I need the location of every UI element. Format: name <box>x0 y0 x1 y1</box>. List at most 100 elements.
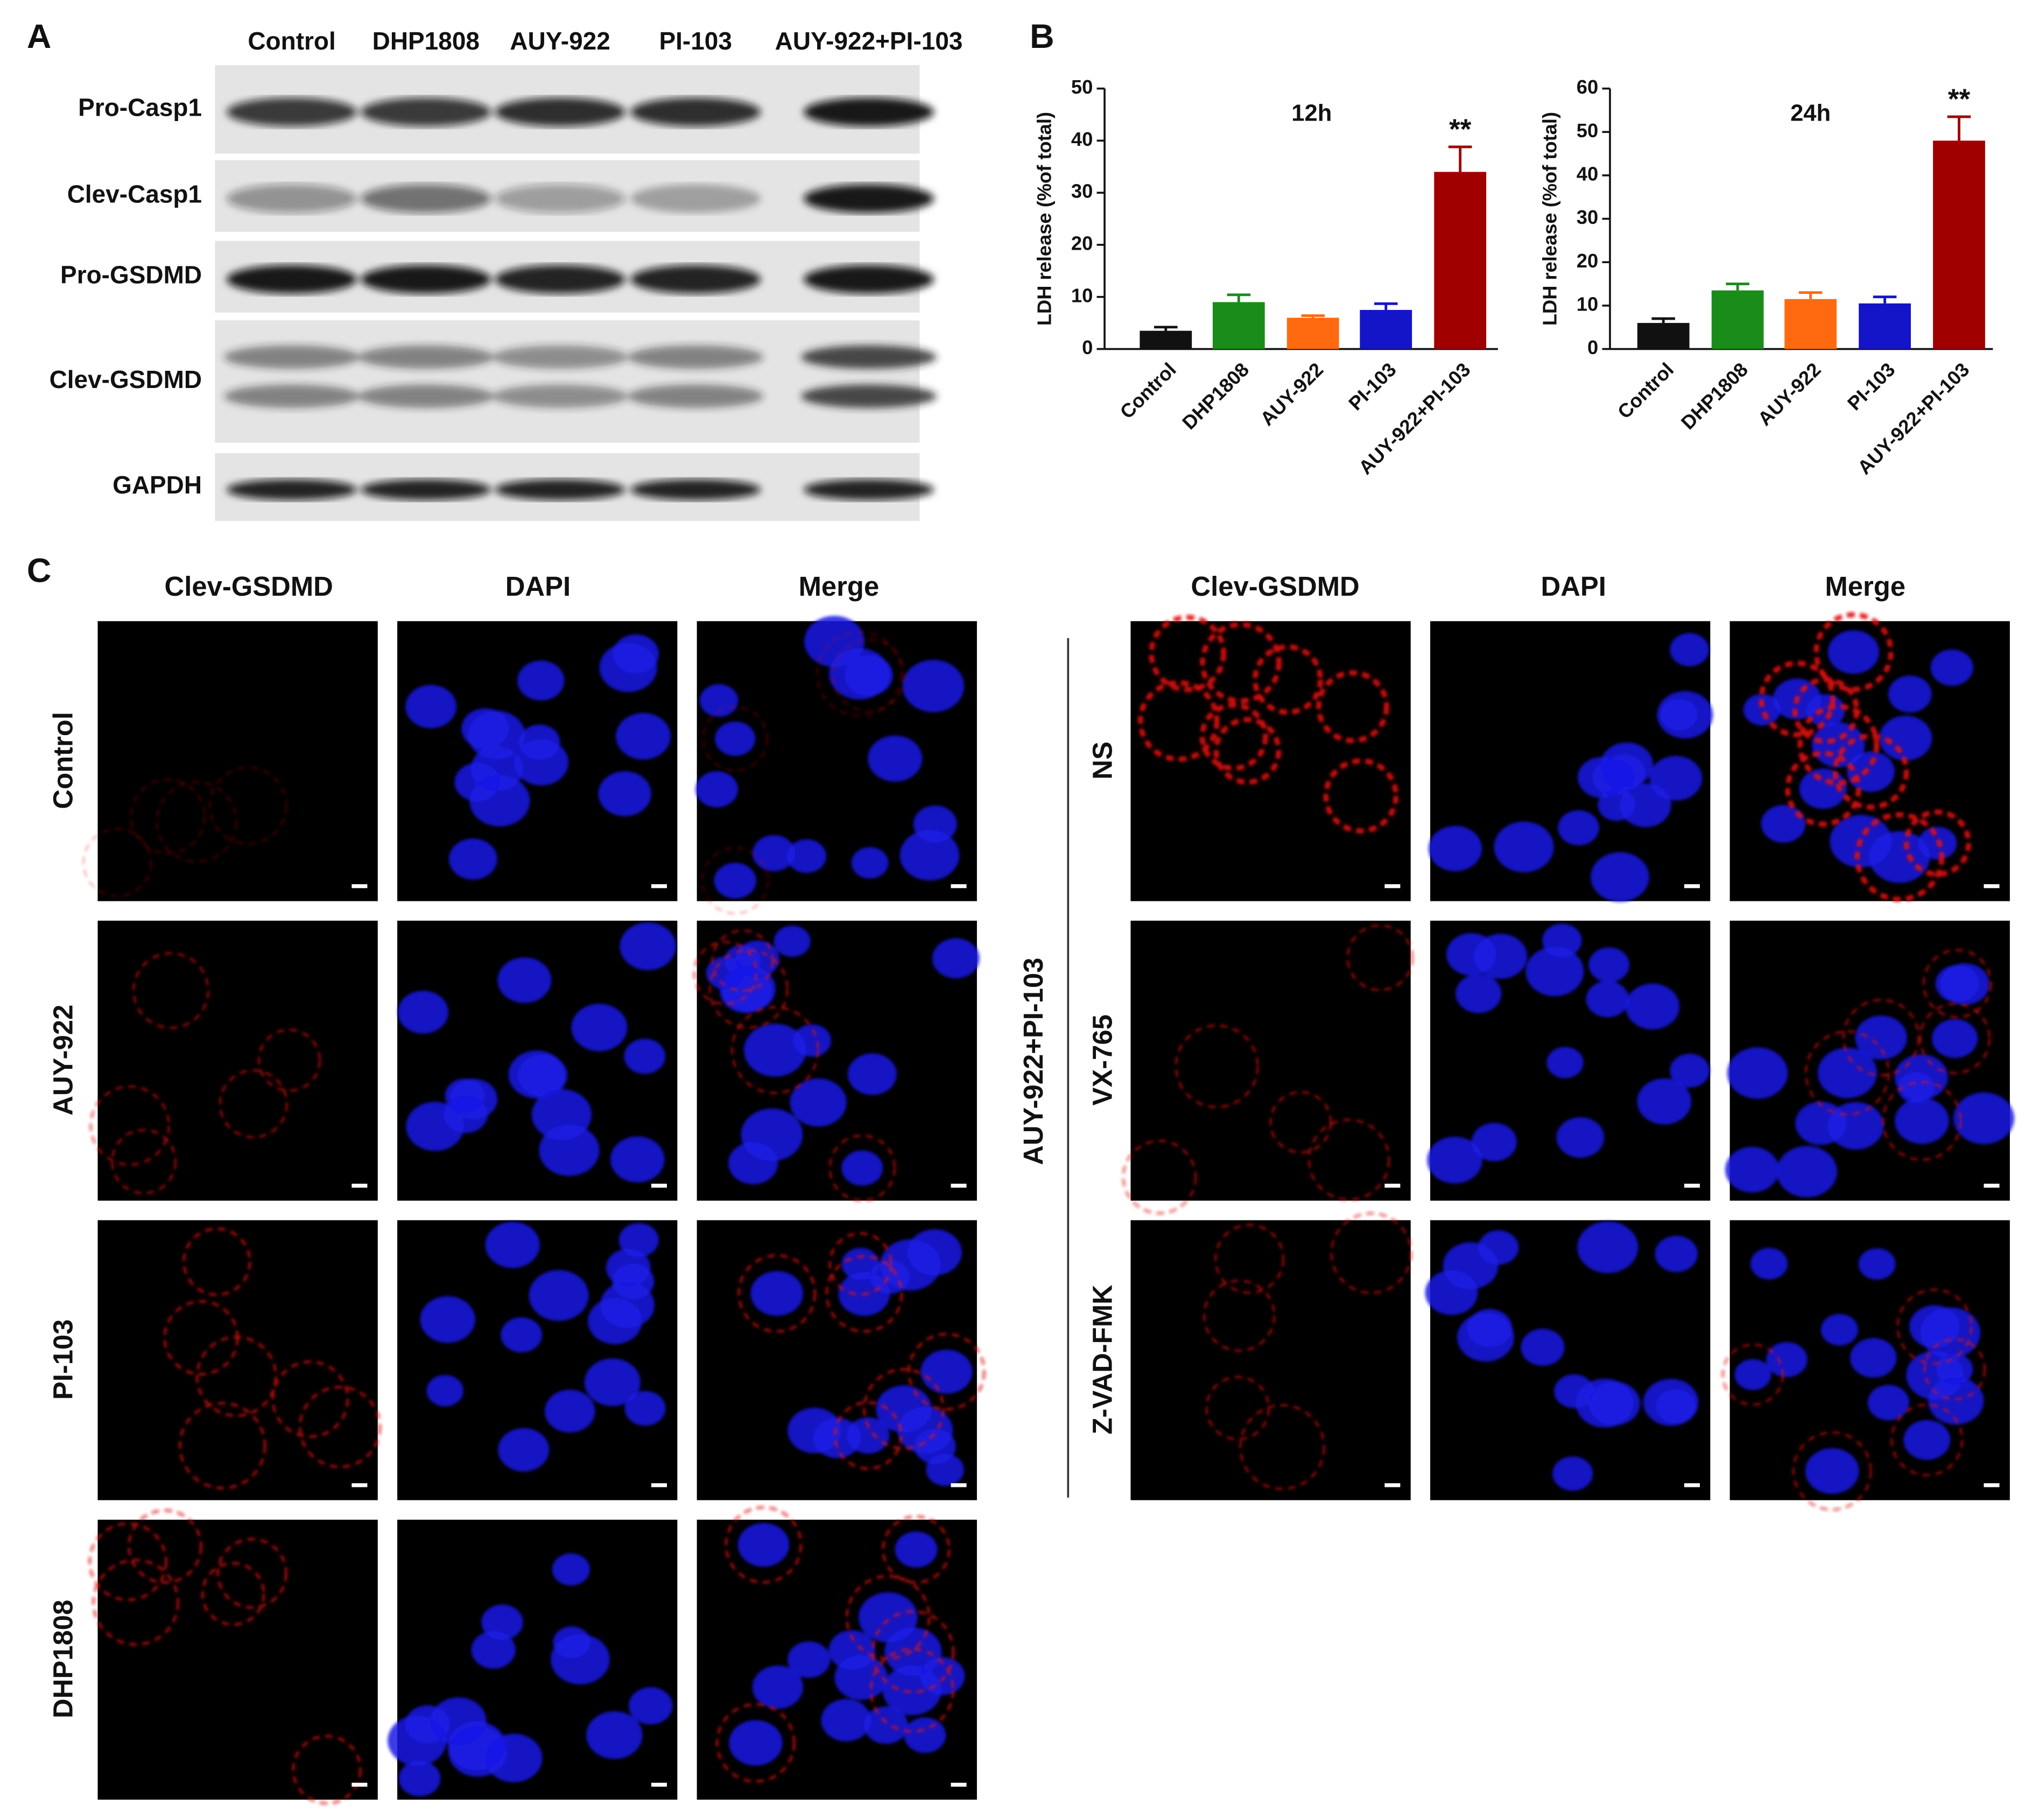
nucleus <box>1817 1047 1878 1098</box>
y-tick-label: 30 <box>1071 180 1093 202</box>
blot-row-label: GAPDH <box>113 471 202 499</box>
gsdmd-ring <box>1832 733 1909 810</box>
nucleus <box>1850 1338 1897 1378</box>
nucleus <box>584 1358 641 1406</box>
band <box>630 479 761 500</box>
nucleus <box>774 926 811 957</box>
gsdmd-signal <box>1804 948 1993 1161</box>
panel-label: C <box>27 552 51 589</box>
gsdmd-ring <box>869 1647 955 1733</box>
nucleus <box>715 721 756 756</box>
gsdmd-ring <box>1316 670 1389 744</box>
nucleus <box>904 1717 946 1753</box>
gsdmd-ring <box>1842 998 1921 1077</box>
band <box>361 97 491 126</box>
nucleus <box>628 1687 673 1725</box>
band <box>227 184 357 213</box>
gsdmd-ring <box>1854 812 1945 902</box>
nuclei <box>420 1222 666 1472</box>
nuclei <box>706 926 980 1186</box>
scale-bar <box>1984 884 2000 888</box>
gsdmd-ring <box>832 638 906 713</box>
gsdmd-ring <box>1785 750 1861 827</box>
nucleus <box>804 616 864 667</box>
micrograph <box>397 621 678 901</box>
micrograph-bg <box>1130 621 1411 901</box>
gsdmd-ring <box>1792 1431 1873 1511</box>
nuclei <box>1734 1247 1984 1494</box>
band <box>224 345 360 369</box>
band-group <box>227 479 934 500</box>
chart-title: 24h <box>1790 100 1831 126</box>
nucleus <box>485 1222 540 1268</box>
band <box>630 184 761 213</box>
nucleus <box>1588 947 1630 983</box>
nucleus <box>1903 1420 1951 1460</box>
micrograph <box>1721 1220 2010 1511</box>
lane-label: Control <box>248 27 335 55</box>
panel-label: B <box>1030 18 1054 55</box>
nucleus <box>1457 1313 1514 1362</box>
nucleus <box>737 1523 790 1567</box>
band <box>492 345 628 369</box>
band <box>801 384 937 408</box>
nucleus <box>620 922 676 970</box>
blot-row-label: Pro-GSDMD <box>60 260 202 288</box>
gsdmd-ring <box>92 1558 180 1647</box>
scale-bar <box>1384 884 1401 888</box>
gsdmd-ring <box>1307 1118 1391 1202</box>
nucleus <box>847 1053 897 1095</box>
nucleus <box>544 1389 595 1433</box>
nucleus <box>1655 1236 1698 1272</box>
nucleus <box>1521 1329 1565 1366</box>
nucleus <box>902 660 965 713</box>
x-tick-label: DHP1808 <box>1178 358 1253 434</box>
gsdmd-ring <box>298 1385 382 1469</box>
micrograph-bg <box>1130 920 1411 1201</box>
band-group <box>227 184 934 213</box>
micrograph <box>697 1506 977 1800</box>
nucleus <box>1827 630 1880 674</box>
bar <box>1140 330 1192 349</box>
y-tick-label: 40 <box>1071 128 1093 150</box>
blot-strip <box>215 320 920 443</box>
gsdmd-ring <box>845 1574 931 1661</box>
nucleus <box>1766 1342 1808 1378</box>
band <box>227 97 357 126</box>
nucleus <box>501 1317 543 1353</box>
bar <box>1711 290 1764 349</box>
nucleus <box>1577 757 1626 798</box>
nucleus <box>398 1760 441 1796</box>
y-tick-label: 0 <box>1082 336 1093 358</box>
scale-bar <box>651 884 667 888</box>
band-group <box>227 97 934 126</box>
band-group <box>224 345 937 408</box>
gsdmd-ring <box>88 1522 168 1602</box>
row-label: AUY-922 <box>47 1005 78 1116</box>
lane-label: AUY-922 <box>510 27 610 55</box>
nucleus <box>1867 1385 1910 1421</box>
gsdmd-signal <box>1721 1288 1986 1511</box>
nucleus <box>1649 756 1703 801</box>
band <box>630 97 761 126</box>
nucleus <box>1427 1137 1482 1184</box>
nucleus <box>420 1296 475 1343</box>
nucleus <box>531 1089 592 1140</box>
gsdmd-ring <box>862 1367 945 1450</box>
nucleus <box>1456 974 1502 1013</box>
nuclei <box>1428 633 1713 902</box>
nucleus <box>481 1604 523 1640</box>
scale-bar <box>951 1782 967 1787</box>
band <box>361 265 491 294</box>
nucleus <box>1637 1078 1692 1125</box>
bar <box>1784 299 1837 349</box>
nucleus <box>793 1024 831 1057</box>
nucleus <box>1858 1248 1896 1280</box>
band <box>224 384 360 408</box>
nucleus <box>454 763 501 802</box>
micrograph <box>397 1220 678 1500</box>
nucleus <box>529 1270 589 1321</box>
y-tick-label: 50 <box>1071 76 1093 98</box>
micrograph <box>388 1519 678 1800</box>
scale-bar <box>1984 1183 2000 1188</box>
